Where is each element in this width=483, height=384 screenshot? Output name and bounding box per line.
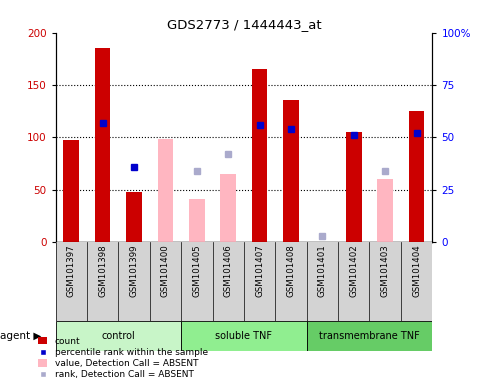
Text: transmembrane TNF: transmembrane TNF xyxy=(319,331,420,341)
Bar xyxy=(181,321,307,351)
Text: GSM101405: GSM101405 xyxy=(192,244,201,297)
Legend: count, percentile rank within the sample, value, Detection Call = ABSENT, rank, : count, percentile rank within the sample… xyxy=(38,337,208,379)
Bar xyxy=(252,69,268,242)
Text: GSM101399: GSM101399 xyxy=(129,244,139,297)
Text: GSM101406: GSM101406 xyxy=(224,244,233,297)
Text: GSM101397: GSM101397 xyxy=(67,244,76,297)
Title: GDS2773 / 1444443_at: GDS2773 / 1444443_at xyxy=(167,18,321,31)
Bar xyxy=(189,199,205,242)
Bar xyxy=(346,132,362,242)
Text: GSM101408: GSM101408 xyxy=(286,244,296,297)
Text: GSM101407: GSM101407 xyxy=(255,244,264,297)
Text: soluble TNF: soluble TNF xyxy=(215,331,272,341)
Text: control: control xyxy=(101,331,135,341)
Bar xyxy=(95,48,111,242)
Text: GSM101401: GSM101401 xyxy=(318,244,327,297)
Text: agent ▶: agent ▶ xyxy=(0,331,42,341)
Bar xyxy=(409,111,425,242)
Bar xyxy=(220,174,236,242)
Bar xyxy=(157,139,173,242)
Text: GSM101402: GSM101402 xyxy=(349,244,358,297)
Text: GSM101403: GSM101403 xyxy=(381,244,390,297)
Bar xyxy=(126,192,142,242)
Text: GSM101404: GSM101404 xyxy=(412,244,421,297)
Bar xyxy=(307,321,432,351)
Bar xyxy=(56,321,181,351)
Bar xyxy=(63,141,79,242)
Bar xyxy=(377,179,393,242)
Text: GSM101400: GSM101400 xyxy=(161,244,170,297)
Bar xyxy=(283,99,299,242)
Text: GSM101398: GSM101398 xyxy=(98,244,107,297)
